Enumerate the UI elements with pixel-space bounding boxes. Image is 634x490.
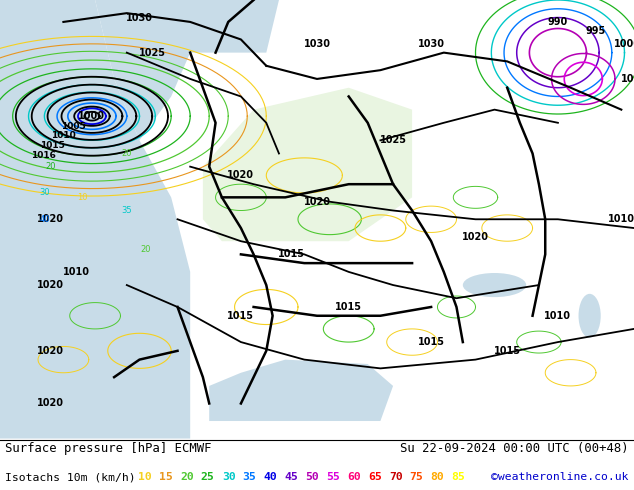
Text: 20: 20 bbox=[141, 245, 151, 254]
Text: 70: 70 bbox=[389, 472, 403, 482]
Text: 1030: 1030 bbox=[418, 39, 444, 49]
Ellipse shape bbox=[578, 294, 601, 338]
Text: 20: 20 bbox=[46, 162, 56, 171]
Text: 1010: 1010 bbox=[51, 131, 76, 141]
Text: Su 22-09-2024 00:00 UTC (00+48): Su 22-09-2024 00:00 UTC (00+48) bbox=[400, 442, 629, 455]
Text: 20: 20 bbox=[180, 472, 194, 482]
Text: 45: 45 bbox=[285, 472, 298, 482]
Text: 1016: 1016 bbox=[30, 151, 56, 160]
Text: 1005: 1005 bbox=[621, 74, 634, 84]
Text: 10: 10 bbox=[77, 193, 87, 202]
Text: 50: 50 bbox=[306, 472, 319, 482]
Text: 1020: 1020 bbox=[37, 398, 64, 409]
Text: ©weatheronline.co.uk: ©weatheronline.co.uk bbox=[491, 472, 629, 482]
Text: 35: 35 bbox=[122, 206, 132, 215]
Text: 10: 10 bbox=[138, 472, 152, 482]
Text: 40: 40 bbox=[264, 472, 277, 482]
Text: 40: 40 bbox=[39, 215, 49, 224]
Text: 1020: 1020 bbox=[37, 346, 64, 356]
Text: 35: 35 bbox=[243, 472, 256, 482]
Text: 90: 90 bbox=[472, 472, 486, 482]
Text: 1000: 1000 bbox=[614, 39, 634, 49]
Text: 1015: 1015 bbox=[278, 249, 305, 259]
Text: 65: 65 bbox=[368, 472, 382, 482]
Text: 30: 30 bbox=[39, 189, 49, 197]
Text: 1020: 1020 bbox=[462, 232, 489, 242]
Text: 55: 55 bbox=[326, 472, 340, 482]
Text: 1020: 1020 bbox=[304, 196, 330, 207]
Ellipse shape bbox=[463, 273, 526, 297]
Text: 1020: 1020 bbox=[37, 280, 64, 290]
Text: 1025: 1025 bbox=[380, 135, 406, 146]
Polygon shape bbox=[209, 360, 393, 421]
Text: 80: 80 bbox=[430, 472, 444, 482]
Text: 20: 20 bbox=[122, 149, 132, 158]
Text: 1005: 1005 bbox=[60, 122, 86, 131]
Text: 995: 995 bbox=[586, 25, 606, 36]
Text: 1015: 1015 bbox=[228, 311, 254, 321]
Text: 1010: 1010 bbox=[608, 214, 634, 224]
Text: 15: 15 bbox=[159, 472, 173, 482]
Text: 1000: 1000 bbox=[79, 111, 105, 121]
Text: 60: 60 bbox=[347, 472, 361, 482]
Text: 1030: 1030 bbox=[126, 13, 153, 23]
Polygon shape bbox=[203, 88, 412, 241]
Text: 1025: 1025 bbox=[139, 48, 165, 58]
Text: 30: 30 bbox=[222, 472, 235, 482]
Text: 990: 990 bbox=[548, 17, 568, 27]
Text: 1010: 1010 bbox=[63, 267, 89, 277]
Text: 1030: 1030 bbox=[304, 39, 330, 49]
Polygon shape bbox=[0, 0, 190, 439]
Text: 1015: 1015 bbox=[418, 337, 444, 347]
Text: 75: 75 bbox=[410, 472, 424, 482]
Text: 1010: 1010 bbox=[545, 311, 571, 321]
Text: Isotachs 10m (km/h): Isotachs 10m (km/h) bbox=[5, 472, 136, 482]
Text: 1015: 1015 bbox=[494, 346, 521, 356]
Text: 1020: 1020 bbox=[37, 214, 64, 224]
Text: 25: 25 bbox=[201, 472, 215, 482]
Text: 85: 85 bbox=[451, 472, 465, 482]
Text: 1015: 1015 bbox=[39, 141, 65, 150]
Text: 1015: 1015 bbox=[335, 302, 362, 312]
Polygon shape bbox=[95, 0, 279, 140]
Text: Surface pressure [hPa] ECMWF: Surface pressure [hPa] ECMWF bbox=[5, 442, 212, 455]
Text: 1020: 1020 bbox=[228, 171, 254, 180]
